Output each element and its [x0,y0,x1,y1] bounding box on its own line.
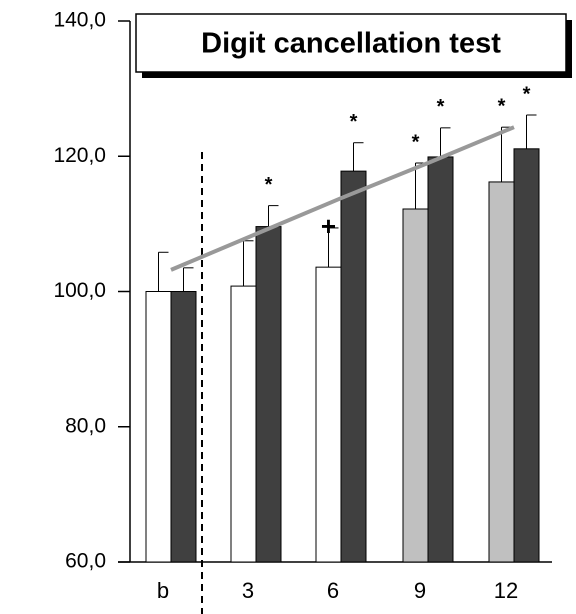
y-tick-label: 140,0 [53,9,106,32]
bar [255,226,282,563]
bar [170,291,197,563]
significance-marker: * [412,131,420,153]
significance-marker: * [523,83,531,105]
title-box [135,13,567,73]
x-tick-label: 9 [414,578,426,603]
bar [402,208,429,563]
significance-marker: * [265,174,273,196]
trend-line [170,125,515,272]
bar [427,156,454,563]
significance-marker: * [498,95,506,117]
y-tick-label: 100,0 [53,279,106,302]
y-tick-label: 80,0 [65,414,106,437]
chart-title: Digit cancellation test [201,28,501,60]
x-tick-label: 3 [242,578,254,603]
bar [230,285,257,563]
significance-marker: + [321,211,336,241]
x-tick-label: b [157,578,169,603]
significance-marker: * [437,96,445,118]
x-tick-label: 12 [494,578,518,603]
y-tick-label: 120,0 [53,144,106,167]
x-tick-label: 6 [327,578,339,603]
significance-marker: * [350,111,358,133]
bar [488,181,515,563]
bar [513,148,540,563]
bar [340,170,367,563]
bar [145,291,172,563]
bar [315,266,342,563]
y-tick-label: 60,0 [65,550,106,573]
